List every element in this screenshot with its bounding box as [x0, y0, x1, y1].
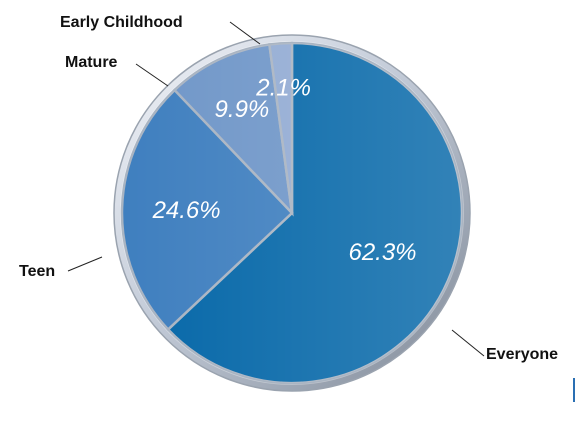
leader-line-early-childhood — [229, 21, 261, 45]
value-label-everyone: 62.3% — [348, 239, 416, 266]
label-early-childhood: Early Childhood — [60, 14, 183, 31]
leader-line-mature — [135, 63, 169, 87]
label-mature: Mature — [65, 54, 118, 71]
label-teen: Teen — [19, 263, 55, 280]
value-label-teen: 24.6% — [152, 197, 221, 224]
value-label-early-childhood: 2.1% — [255, 75, 311, 102]
value-label-mature: 9.9% — [215, 96, 270, 123]
label-everyone: Everyone — [486, 346, 558, 363]
leader-line-teen — [67, 256, 103, 272]
leader-line-everyone — [451, 329, 485, 357]
pie-shine — [122, 43, 462, 383]
